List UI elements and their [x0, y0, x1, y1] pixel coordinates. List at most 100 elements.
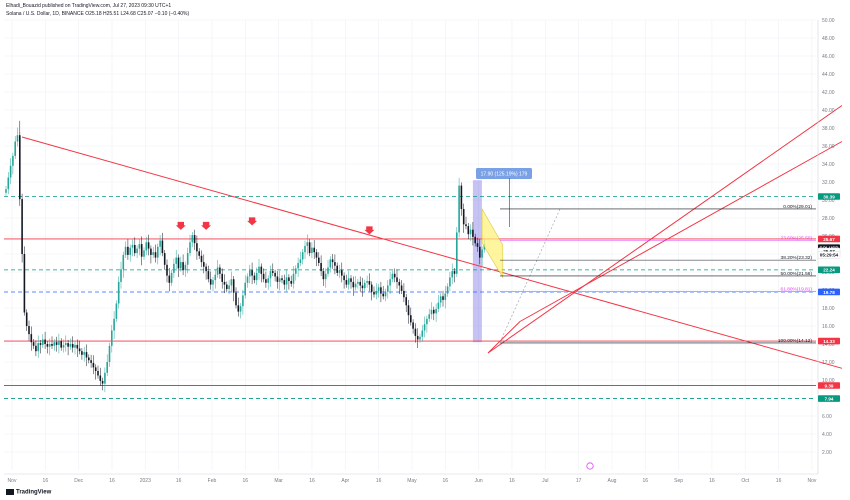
candle-body — [189, 242, 191, 254]
y-tick-label: 38.00 — [822, 126, 835, 132]
candle-body — [416, 335, 419, 340]
candle-body — [117, 281, 120, 304]
candle-body — [161, 240, 164, 254]
y-tick-label: 4.00 — [822, 432, 832, 438]
price-tag — [817, 251, 841, 259]
x-tick-label: Jul — [542, 478, 548, 484]
candle-body — [170, 272, 173, 283]
measure-band: 17.90 (125.19%) 179 — [472, 168, 532, 343]
x-tick-label: 16 — [642, 478, 648, 484]
candle-body — [274, 272, 276, 277]
candle-body — [101, 380, 104, 384]
candle-body — [446, 286, 449, 294]
price-tags: 30.3925.67SOLUSD25.0705:29:5422.2419.781… — [817, 193, 841, 402]
candle-body — [350, 278, 352, 282]
candle-body — [272, 271, 274, 273]
x-tick-label: 16 — [309, 478, 315, 484]
candle-body — [23, 254, 26, 313]
y-tick-label: 50.00 — [822, 18, 835, 24]
candle-body — [62, 344, 65, 348]
x-tick-label: Oct — [741, 478, 749, 484]
candle-body — [124, 246, 127, 255]
x-tick-label: May — [407, 478, 417, 484]
candle-body — [283, 280, 286, 285]
x-tick-label: Nov — [807, 478, 816, 484]
bull-flag — [481, 207, 504, 279]
y-tick-label: 6.00 — [822, 414, 832, 420]
candle-body — [412, 322, 414, 329]
candle-body — [295, 268, 297, 274]
candle-body — [391, 273, 394, 280]
candle-body — [71, 344, 74, 348]
candle-body — [322, 271, 325, 280]
candle-body — [341, 270, 343, 276]
candle-body — [193, 235, 196, 244]
candle-body — [7, 177, 10, 190]
candle-body — [205, 266, 207, 272]
price-tag-label: 05:29:54 — [820, 253, 839, 258]
candle-body — [159, 240, 161, 247]
x-tick-label: 16 — [43, 478, 49, 484]
candle-body — [196, 243, 198, 252]
x-tick-label: 16 — [376, 478, 382, 484]
candle-body — [168, 275, 171, 283]
price-tag — [818, 266, 840, 274]
candle-body — [324, 273, 327, 280]
candle-body — [451, 271, 453, 278]
x-tick-label: Mar — [274, 478, 283, 484]
channel-base-line — [487, 321, 521, 354]
candle-body — [42, 339, 44, 345]
candle-body — [230, 279, 233, 286]
candle-body — [377, 287, 380, 291]
candle-body — [297, 263, 299, 269]
candle-body — [60, 341, 62, 348]
x-tick-label: Dec — [74, 478, 83, 484]
candle-body — [299, 259, 302, 263]
candle-body — [39, 343, 42, 345]
candle-body — [154, 252, 157, 258]
candle-body — [173, 263, 175, 273]
candle-body — [414, 328, 417, 336]
fib-retracement: 0.00%(29.01) 23.60%(25.50) 38.20%(23.32) 50… — [500, 204, 816, 344]
candle-body — [16, 135, 19, 142]
candle-body — [285, 277, 288, 285]
candle-body — [313, 247, 315, 253]
candle-body — [327, 267, 329, 274]
candle-body — [145, 242, 148, 251]
candle-body — [221, 273, 223, 282]
candle-body — [74, 344, 76, 348]
candle-body — [113, 318, 115, 331]
y-tick-label: 16.00 — [822, 324, 835, 330]
y-tick-label: 2.00 — [822, 450, 832, 456]
candle-body — [35, 345, 37, 352]
candle-body — [78, 348, 81, 352]
price-tag-label: 25.67 — [823, 237, 835, 242]
candle-body — [318, 257, 320, 263]
tradingview-logo[interactable]: TradingView — [6, 489, 51, 496]
candle-body — [182, 262, 184, 271]
candle-body — [212, 280, 214, 285]
candle-body — [44, 339, 46, 344]
y-tick-label: 18.00 — [822, 306, 835, 312]
candle-body — [249, 270, 251, 277]
candle-body — [359, 281, 361, 286]
candle-body — [30, 334, 33, 343]
horizontal-levels — [4, 196, 816, 399]
candle-body — [407, 305, 410, 316]
x-tick-label: 16 — [709, 478, 715, 484]
candle-body — [260, 266, 263, 274]
x-tick-label: 16 — [243, 478, 249, 484]
candle-body — [246, 276, 249, 283]
candle-body — [288, 277, 290, 281]
candle-body — [474, 236, 476, 244]
candle-body — [382, 293, 384, 297]
candle-body — [191, 235, 194, 243]
candle-body — [368, 281, 371, 285]
candle-body — [51, 344, 53, 346]
price-tag — [818, 193, 840, 200]
candle-body — [354, 283, 357, 288]
candle-body — [108, 345, 111, 362]
candle-body — [216, 267, 219, 275]
down-arrow-icon — [364, 226, 375, 235]
